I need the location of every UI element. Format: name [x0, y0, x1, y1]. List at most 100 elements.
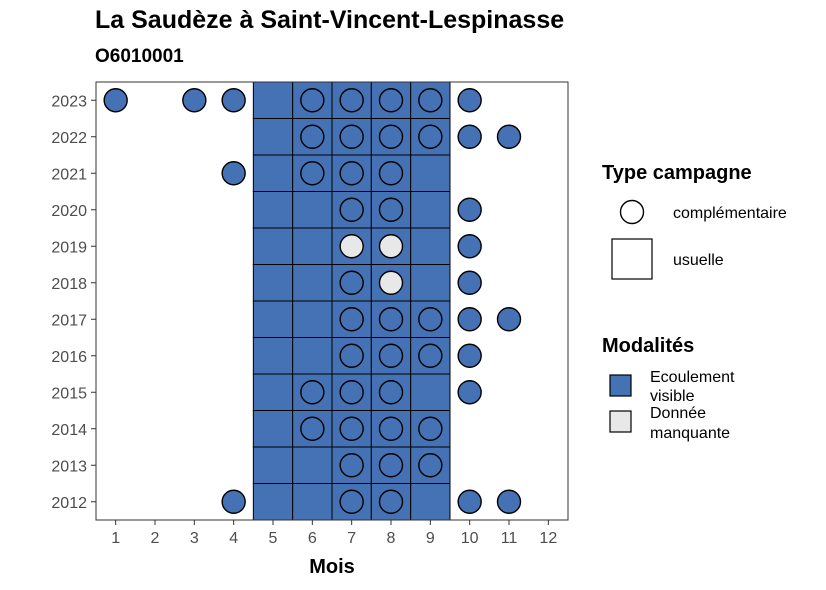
complementaire-point: [418, 343, 443, 368]
usuelle-tile: [292, 191, 333, 229]
complementaire-point: [457, 234, 482, 259]
usuelle-tile: [292, 446, 333, 484]
legend-key-donnee-manquante: [609, 410, 632, 433]
usuelle-tile: [292, 300, 333, 338]
y-tick-label: 2019: [51, 239, 87, 256]
complementaire-point: [221, 88, 246, 113]
complementaire-point: [457, 343, 482, 368]
y-tick-label: 2021: [51, 166, 87, 183]
usuelle-tile: [410, 264, 451, 302]
complementaire-point: [378, 270, 404, 295]
legend-title-modalites: Modalités: [602, 335, 694, 357]
x-tick-label: 1: [111, 530, 120, 547]
complementaire-point: [496, 489, 522, 514]
complementaire-point: [418, 307, 443, 332]
x-tick-label: 3: [190, 530, 199, 547]
y-tick-label: 2023: [51, 93, 87, 110]
legend-label-manquante-line1: Donnée: [650, 405, 706, 422]
complementaire-point: [457, 380, 482, 405]
usuelle-tile: [252, 410, 294, 448]
legend-title-type-campagne: Type campagne: [602, 162, 752, 184]
x-tick-label: 5: [269, 530, 278, 547]
x-tick-label: 12: [539, 530, 557, 547]
complementaire-point: [418, 88, 443, 113]
complementaire-point: [378, 416, 404, 441]
complementaire-point: [339, 234, 364, 259]
complementaire-point: [339, 124, 364, 149]
usuelle-tile: [292, 483, 333, 521]
x-tick-label: 4: [229, 530, 238, 547]
complementaire-point: [339, 453, 364, 478]
usuelle-tile: [252, 81, 294, 119]
complementaire-point: [457, 197, 482, 222]
complementaire-point: [182, 88, 207, 113]
y-tick-label: 2017: [51, 312, 87, 329]
usuelle-tile: [252, 118, 294, 156]
y-tick-label: 2013: [51, 458, 87, 475]
complementaire-point: [339, 270, 364, 295]
complementaire-point: [496, 124, 522, 149]
legend-key-complementaire: [619, 199, 645, 225]
usuelle-tile: [292, 227, 333, 265]
complementaire-point: [378, 453, 404, 478]
complementaire-point: [339, 380, 364, 405]
usuelle-tile: [252, 191, 294, 229]
panel-border: [95, 81, 569, 521]
legend-label-ecoulement-line1: Ecoulement: [650, 369, 735, 386]
x-tick-label: 10: [461, 530, 479, 547]
complementaire-point: [378, 197, 404, 222]
y-tick-label: 2015: [51, 385, 87, 402]
complementaire-point: [378, 124, 404, 149]
complementaire-point: [300, 416, 325, 441]
complementaire-point: [457, 307, 482, 332]
usuelle-tile: [410, 154, 451, 192]
complementaire-point: [457, 124, 482, 149]
usuelle-tile: [252, 300, 294, 338]
complementaire-point: [300, 161, 325, 186]
complementaire-point: [378, 489, 404, 514]
x-tick-label: 11: [501, 530, 518, 547]
y-tick-label: 2016: [51, 349, 87, 366]
usuelle-tile: [410, 227, 451, 265]
complementaire-point: [457, 489, 482, 514]
usuelle-tile: [252, 446, 294, 484]
y-tick-label: 2020: [51, 203, 87, 220]
x-axis-title: Mois: [309, 556, 355, 578]
y-tick-label: 2022: [51, 130, 87, 147]
complementaire-point: [339, 343, 364, 368]
usuelle-tile: [292, 264, 333, 302]
legend-label-ecoulement-line2: visible: [650, 388, 695, 405]
usuelle-tile: [410, 373, 451, 411]
complementaire-point: [339, 88, 364, 113]
complementaire-point: [103, 88, 128, 113]
legend-label-complementaire: complémentaire: [673, 205, 787, 222]
complementaire-point: [378, 88, 404, 113]
y-tick-label: 2018: [51, 276, 87, 293]
complementaire-point: [339, 197, 364, 222]
complementaire-point: [300, 88, 325, 113]
legend-key-usuelle: [611, 238, 653, 280]
usuelle-tile: [252, 337, 294, 375]
legend-key-ecoulement-visible: [609, 374, 632, 397]
complementaire-point: [378, 161, 404, 186]
complementaire-point: [378, 380, 404, 405]
legend-label-usuelle: usuelle: [673, 252, 724, 269]
complementaire-point: [378, 343, 404, 368]
complementaire-point: [221, 161, 246, 186]
x-tick-label: 7: [347, 530, 356, 547]
x-tick-label: 8: [387, 530, 396, 547]
chart-title: La Saudèze à Saint-Vincent-Lespinasse: [95, 6, 565, 34]
complementaire-point: [457, 270, 482, 295]
complementaire-point: [339, 161, 364, 186]
complementaire-point: [378, 234, 404, 259]
usuelle-tile: [410, 483, 451, 521]
usuelle-tile: [410, 191, 451, 229]
usuelle-tile: [252, 483, 294, 521]
x-tick-label: 2: [151, 530, 160, 547]
y-tick-label: 2014: [51, 422, 87, 439]
complementaire-point: [418, 124, 443, 149]
legend-label-manquante-line2: manquante: [650, 425, 730, 442]
usuelle-tile: [252, 154, 294, 192]
complementaire-point: [221, 489, 246, 514]
